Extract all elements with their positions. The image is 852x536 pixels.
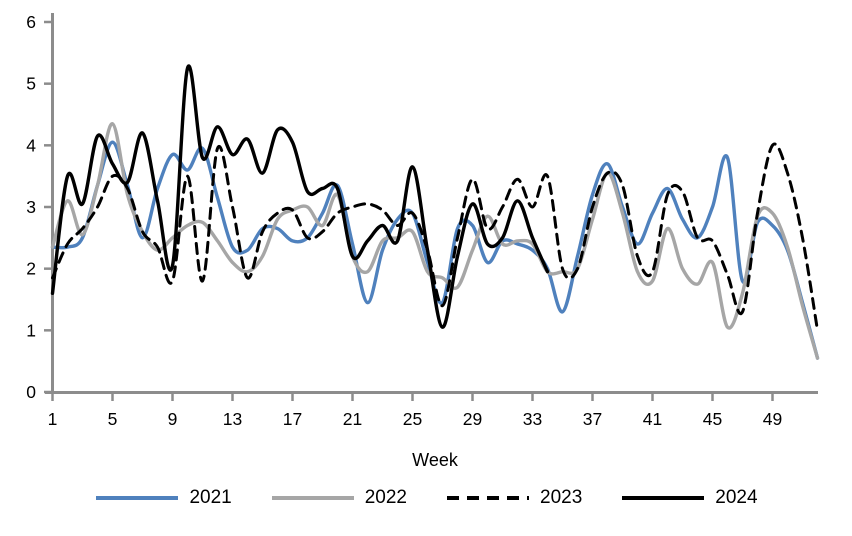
- legend-swatch-2024: [622, 495, 705, 500]
- legend-item-2021[interactable]: 2021: [94, 487, 232, 508]
- y-tick-label: 5: [26, 74, 36, 94]
- y-tick-label: 0: [26, 382, 36, 402]
- x-tick-label: 5: [108, 409, 118, 429]
- legend-label-2023: 2023: [540, 487, 583, 508]
- x-tick-label: 1: [48, 409, 58, 429]
- legend-swatch-2021: [96, 495, 179, 500]
- series-line-2024: [50, 64, 550, 329]
- x-tick-label: 25: [403, 409, 422, 429]
- legend-label-2022: 2022: [364, 487, 407, 508]
- x-tick-label: 41: [643, 409, 662, 429]
- y-tick-label: 6: [26, 12, 36, 32]
- x-tick-label: 45: [703, 409, 722, 429]
- legend-item-2024[interactable]: 2024: [620, 487, 758, 508]
- x-tick-label: 13: [223, 409, 242, 429]
- x-tick-label: 29: [463, 409, 482, 429]
- y-tick-label: 1: [26, 320, 36, 340]
- legend-swatch-2023: [447, 495, 529, 500]
- legend-swatch-2022: [271, 495, 354, 500]
- x-axis-title: Week: [412, 450, 459, 470]
- legend-label-2024: 2024: [715, 487, 758, 508]
- legend-item-2023[interactable]: 2023: [445, 488, 582, 507]
- legend-label-2021: 2021: [189, 487, 232, 508]
- legend-item-2022[interactable]: 2022: [270, 488, 407, 507]
- x-tick-label: 9: [168, 409, 178, 429]
- y-tick-label: 3: [26, 197, 36, 217]
- y-tick-label: 4: [26, 135, 36, 155]
- x-tick-label: 33: [523, 409, 542, 429]
- x-tick-label: 37: [583, 409, 602, 429]
- x-tick-label: 49: [763, 409, 782, 429]
- x-tick-label: 17: [283, 409, 302, 429]
- series-line-2021: [50, 140, 820, 360]
- y-tick-label: 2: [26, 259, 36, 279]
- chart-legend: 2021 2022 2023 2024: [0, 488, 852, 507]
- x-tick-label: 21: [343, 409, 362, 429]
